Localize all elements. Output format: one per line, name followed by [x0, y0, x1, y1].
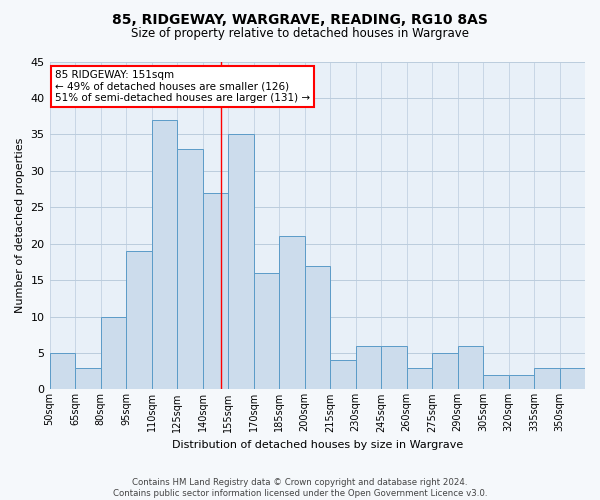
Bar [228, 134, 254, 390]
Bar [407, 368, 432, 390]
Bar [203, 192, 228, 390]
Bar [152, 120, 177, 390]
Bar [279, 236, 305, 390]
X-axis label: Distribution of detached houses by size in Wargrave: Distribution of detached houses by size … [172, 440, 463, 450]
Bar [381, 346, 407, 390]
Bar [126, 251, 152, 390]
Bar [75, 368, 101, 390]
Text: 85 RIDGEWAY: 151sqm
← 49% of detached houses are smaller (126)
51% of semi-detac: 85 RIDGEWAY: 151sqm ← 49% of detached ho… [55, 70, 310, 103]
Bar [356, 346, 381, 390]
Bar [254, 273, 279, 390]
Bar [177, 149, 203, 390]
Text: Contains HM Land Registry data © Crown copyright and database right 2024.
Contai: Contains HM Land Registry data © Crown c… [113, 478, 487, 498]
Bar [432, 353, 458, 390]
Bar [101, 316, 126, 390]
Bar [560, 368, 585, 390]
Bar [305, 266, 330, 390]
Bar [458, 346, 483, 390]
Bar [509, 375, 534, 390]
Text: Size of property relative to detached houses in Wargrave: Size of property relative to detached ho… [131, 28, 469, 40]
Y-axis label: Number of detached properties: Number of detached properties [15, 138, 25, 313]
Bar [330, 360, 356, 390]
Bar [534, 368, 560, 390]
Bar [483, 375, 509, 390]
Text: 85, RIDGEWAY, WARGRAVE, READING, RG10 8AS: 85, RIDGEWAY, WARGRAVE, READING, RG10 8A… [112, 12, 488, 26]
Bar [50, 353, 75, 390]
